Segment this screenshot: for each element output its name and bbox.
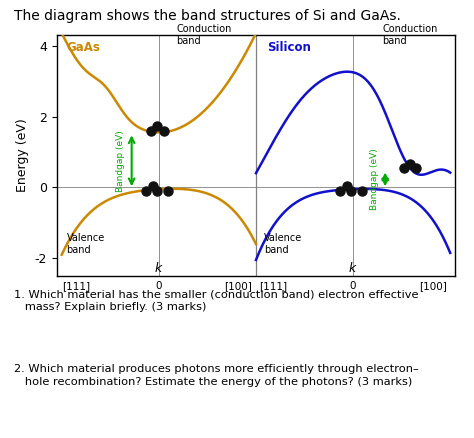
Text: Valence
band: Valence band bbox=[66, 233, 105, 255]
Text: Bandgap (eV): Bandgap (eV) bbox=[370, 148, 379, 210]
Text: 2. Which material produces photons more efficiently through electron–
   hole re: 2. Which material produces photons more … bbox=[14, 364, 419, 387]
Text: Silicon: Silicon bbox=[268, 41, 311, 54]
Text: 1. Which material has the smaller (conduction band) electron effective
   mass? : 1. Which material has the smaller (condu… bbox=[14, 289, 419, 312]
Text: Valence
band: Valence band bbox=[264, 233, 302, 255]
Text: GaAs: GaAs bbox=[66, 41, 100, 54]
Text: Bandgap (eV): Bandgap (eV) bbox=[117, 130, 126, 192]
Y-axis label: Energy (eV): Energy (eV) bbox=[16, 119, 29, 192]
Text: The diagram shows the band structures of Si and GaAs.: The diagram shows the band structures of… bbox=[14, 9, 401, 23]
Text: $k$: $k$ bbox=[154, 261, 164, 275]
Text: Conduction
band: Conduction band bbox=[382, 24, 438, 46]
Text: Conduction
band: Conduction band bbox=[176, 24, 232, 46]
Text: $k$: $k$ bbox=[348, 261, 358, 275]
